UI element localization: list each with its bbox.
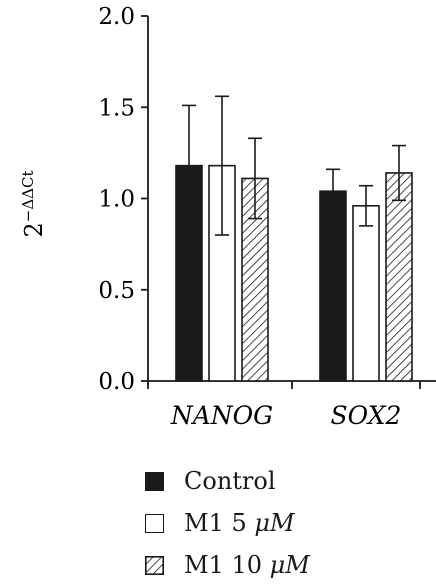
bar-sox2-0 — [319, 190, 347, 382]
bars — [175, 164, 413, 382]
legend-item-m1-10um: M1 10 μM — [145, 544, 310, 586]
bar-sox2-2 — [385, 172, 413, 382]
legend-item-m1-5um: M1 5 μM — [145, 502, 310, 544]
tick-labels: 0.0 0.5 1.0 1.5 2.0 — [98, 4, 135, 395]
y-axis-label: 2−ΔΔCt — [19, 170, 48, 237]
bar-sox2-1 — [352, 205, 380, 382]
bar-nanog-2 — [241, 177, 269, 382]
legend-swatch-control — [145, 471, 164, 491]
y-axis-label-base: 2 — [20, 222, 48, 237]
category-label-nanog: NANOG — [170, 401, 273, 430]
y-tick-label: 1.5 — [98, 95, 135, 121]
legend-item-control: Control — [145, 460, 310, 502]
y-tick-label: 0.5 — [98, 278, 135, 304]
legend-label-m1-10um: M1 10 μM — [184, 551, 310, 579]
legend-swatch-m1-10um — [145, 555, 164, 575]
legend-swatch-m1-5um — [145, 513, 164, 533]
bar-chart: 0.0 0.5 1.0 1.5 2.0 NANOG SOX2 2−ΔΔCt — [19, 4, 436, 430]
y-axis-label-exponent: −ΔΔCt — [19, 170, 37, 222]
y-tick-label: 2.0 — [98, 4, 135, 30]
y-tick-label: 1.0 — [98, 187, 135, 213]
legend: Control M1 5 μM M1 10 μM — [145, 460, 310, 586]
legend-label-m1-5um: M1 5 μM — [184, 509, 295, 537]
category-labels: NANOG SOX2 — [170, 401, 402, 430]
category-label-sox2: SOX2 — [331, 401, 402, 430]
y-tick-label: 0.0 — [98, 369, 135, 395]
legend-label-control: Control — [184, 467, 276, 495]
error-bars — [182, 95, 406, 236]
